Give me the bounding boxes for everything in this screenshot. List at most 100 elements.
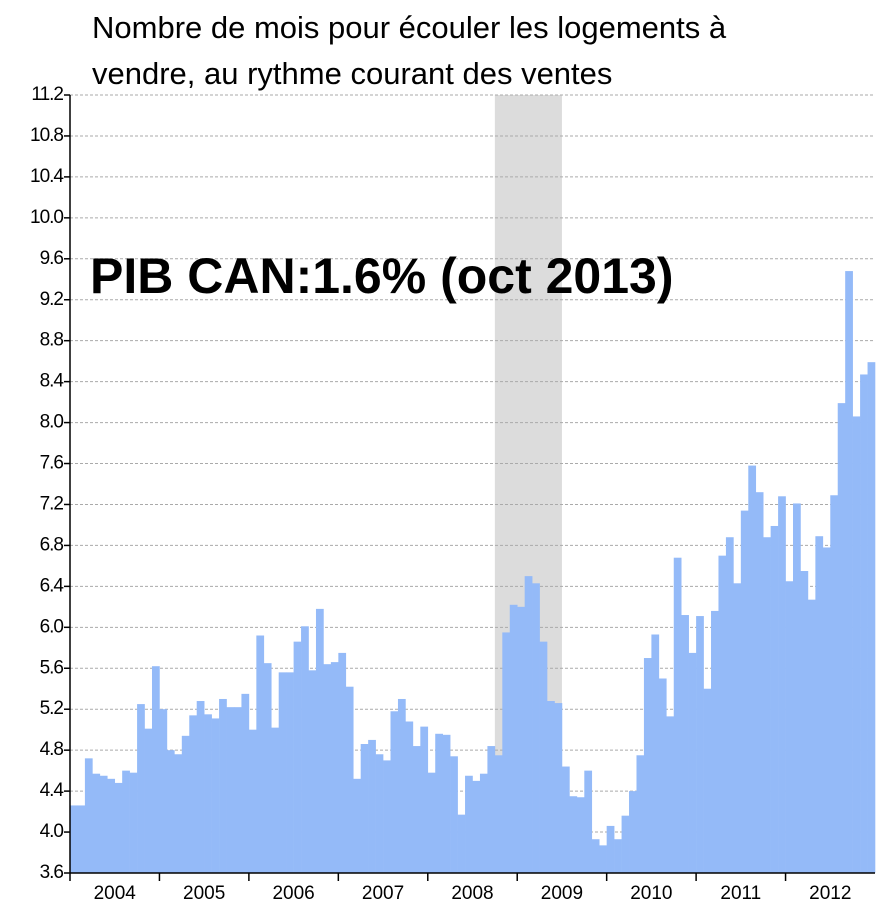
bar [755, 492, 764, 873]
bar [368, 739, 376, 873]
y-tick-label: 9.2 [40, 289, 64, 310]
x-tick-label: 2008 [451, 883, 493, 904]
bar [263, 663, 272, 873]
y-tick-label: 6.0 [40, 616, 64, 637]
bar [174, 754, 183, 873]
y-tick-label: 4.4 [40, 780, 65, 801]
bar [330, 662, 339, 873]
y-tick-label: 8.0 [40, 412, 64, 433]
bar [800, 571, 809, 873]
bar [204, 714, 212, 873]
bar [144, 728, 153, 873]
bar [569, 796, 578, 873]
bar [830, 495, 839, 873]
bar [696, 616, 704, 873]
bar [256, 635, 265, 873]
bar [629, 791, 637, 873]
bar [301, 626, 309, 873]
bar [770, 525, 779, 873]
bar [405, 721, 414, 873]
bar [591, 839, 600, 873]
bar [666, 716, 675, 873]
bar [353, 778, 361, 873]
bar [599, 845, 607, 873]
x-tick-label: 2004 [94, 883, 137, 904]
bar [412, 746, 421, 873]
bar [338, 652, 347, 873]
bar [308, 670, 317, 873]
bar [763, 537, 771, 873]
bar [860, 374, 868, 873]
y-tick-label: 10.8 [30, 125, 63, 146]
bar [636, 755, 645, 873]
bar [159, 709, 168, 873]
x-tick-label: 2005 [183, 883, 225, 904]
bar [517, 606, 525, 873]
bar [472, 780, 481, 873]
bar [323, 664, 332, 873]
bar [248, 729, 257, 873]
x-tick-label: 2010 [630, 883, 672, 904]
bar [383, 760, 391, 873]
bar [867, 362, 876, 873]
y-tick-label: 9.6 [40, 248, 64, 269]
bar [129, 772, 138, 873]
bar [107, 778, 116, 873]
bar [703, 688, 712, 873]
bar [122, 770, 130, 873]
bar [554, 703, 563, 873]
x-tick-label: 2006 [272, 883, 314, 904]
bar [77, 805, 86, 873]
bar [70, 805, 78, 873]
bar [196, 701, 205, 873]
y-tick-label: 11.2 [31, 84, 63, 105]
bar [733, 583, 742, 873]
bar [539, 641, 548, 873]
bar [99, 775, 108, 873]
bar [547, 701, 555, 873]
bar [360, 744, 369, 873]
x-tick-label: 2012 [809, 883, 851, 904]
bar [442, 734, 451, 873]
bar [822, 547, 831, 873]
x-tick-label: 2009 [541, 883, 583, 904]
bar [688, 652, 697, 873]
bar [233, 707, 242, 873]
bar [457, 814, 466, 873]
bar [576, 797, 585, 873]
bar [92, 773, 101, 873]
bar [278, 672, 287, 873]
bar [852, 416, 861, 873]
bar [502, 632, 511, 873]
y-tick-label: 6.4 [40, 575, 65, 596]
y-tick-label: 3.6 [40, 862, 64, 883]
x-tick-label: 2011 [720, 883, 761, 904]
bar [778, 496, 786, 873]
bar [286, 672, 294, 873]
bar [561, 766, 570, 873]
bar [345, 686, 354, 873]
bar [509, 604, 518, 873]
bar [151, 666, 160, 873]
bar [166, 750, 175, 873]
bar [845, 271, 853, 873]
y-tick-label: 7.6 [40, 453, 64, 474]
annotation: PIB CAN:1.6% (oct 2013) [90, 248, 674, 304]
bar [465, 775, 473, 873]
bar [621, 815, 630, 873]
bar [681, 615, 689, 873]
bar [673, 557, 682, 873]
bar [241, 693, 250, 873]
y-tick-label: 5.2 [40, 698, 64, 719]
y-tick-label: 10.4 [30, 166, 64, 187]
bar [793, 503, 801, 873]
bar [375, 754, 384, 873]
bar [614, 839, 622, 873]
bar [450, 756, 458, 873]
bar [651, 634, 660, 873]
bar [711, 610, 719, 873]
bar [658, 678, 667, 873]
bar [271, 727, 280, 873]
bar [181, 735, 190, 873]
bar [524, 576, 533, 873]
